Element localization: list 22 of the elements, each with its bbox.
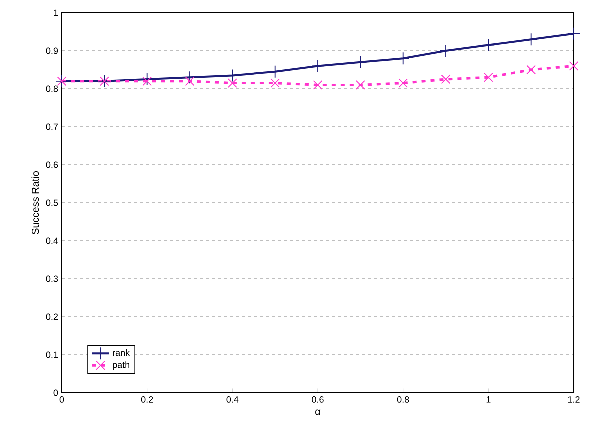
y-tick-label: 0.1 (46, 352, 58, 358)
y-axis-title: Success Ratio (32, 171, 40, 234)
x-tick-label: 0.6 (312, 396, 324, 403)
y-tick-label: 0.7 (46, 124, 58, 130)
y-tick-label: 0.3 (46, 276, 58, 282)
y-tick-label: 1 (54, 10, 58, 16)
x-tick-label: 0.2 (141, 396, 154, 403)
x-tick-label: 0 (60, 396, 64, 403)
y-tick-label: 0.4 (46, 238, 58, 244)
legend-label: rank (113, 350, 130, 356)
y-tick-label: 0.5 (46, 200, 58, 206)
y-tick-label: 0.9 (46, 48, 58, 54)
x-tick-label: 0.4 (226, 396, 239, 403)
y-tick-label: 0.6 (46, 162, 58, 168)
y-tick-label: 0 (54, 390, 58, 396)
x-tick-label: 1.2 (568, 396, 580, 403)
x-axis-title: α (316, 410, 321, 416)
x-tick-label: 0.8 (397, 396, 410, 403)
legend-label: path (113, 362, 130, 370)
y-tick-label: 0.2 (46, 314, 58, 320)
y-tick-label: 0.8 (46, 86, 58, 92)
x-tick-label: 1 (486, 396, 491, 403)
